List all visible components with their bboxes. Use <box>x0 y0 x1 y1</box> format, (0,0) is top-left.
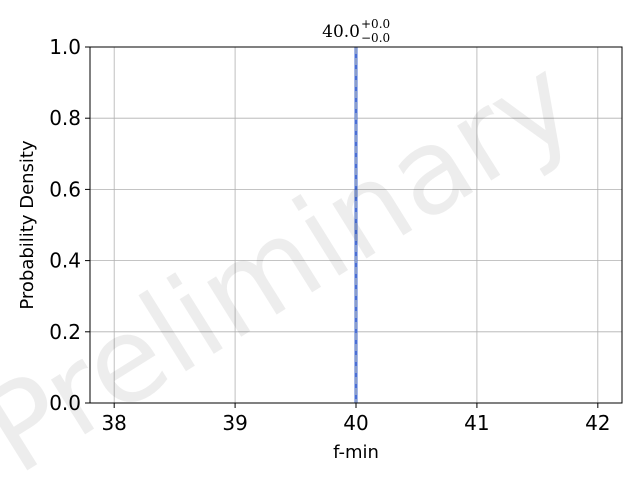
annotation-value: 40.0 <box>322 22 360 42</box>
x-tick-label: 41 <box>464 411 489 435</box>
x-tick-label: 38 <box>101 411 126 435</box>
ticks: 38 39 40 41 42 0.0 0.2 0.4 0.6 0.8 1.0 <box>49 35 610 435</box>
y-tick-label: 0.0 <box>49 391 81 415</box>
y-axis-label: Probability Density <box>17 140 38 310</box>
annotation-lower: −0.0 <box>361 31 390 45</box>
y-tick-label: 0.6 <box>49 177 81 201</box>
x-tick-label: 42 <box>585 411 610 435</box>
y-tick-label: 0.8 <box>49 106 81 130</box>
x-tick-label: 40 <box>343 411 368 435</box>
annotation-upper: +0.0 <box>361 17 390 31</box>
x-tick-label: 39 <box>222 411 247 435</box>
y-tick-label: 0.2 <box>49 320 81 344</box>
x-axis-label: f-min <box>333 442 379 463</box>
y-tick-label: 0.4 <box>49 249 81 273</box>
y-tick-label: 1.0 <box>49 35 81 59</box>
annotation: 40.0 +0.0 −0.0 <box>322 17 390 45</box>
